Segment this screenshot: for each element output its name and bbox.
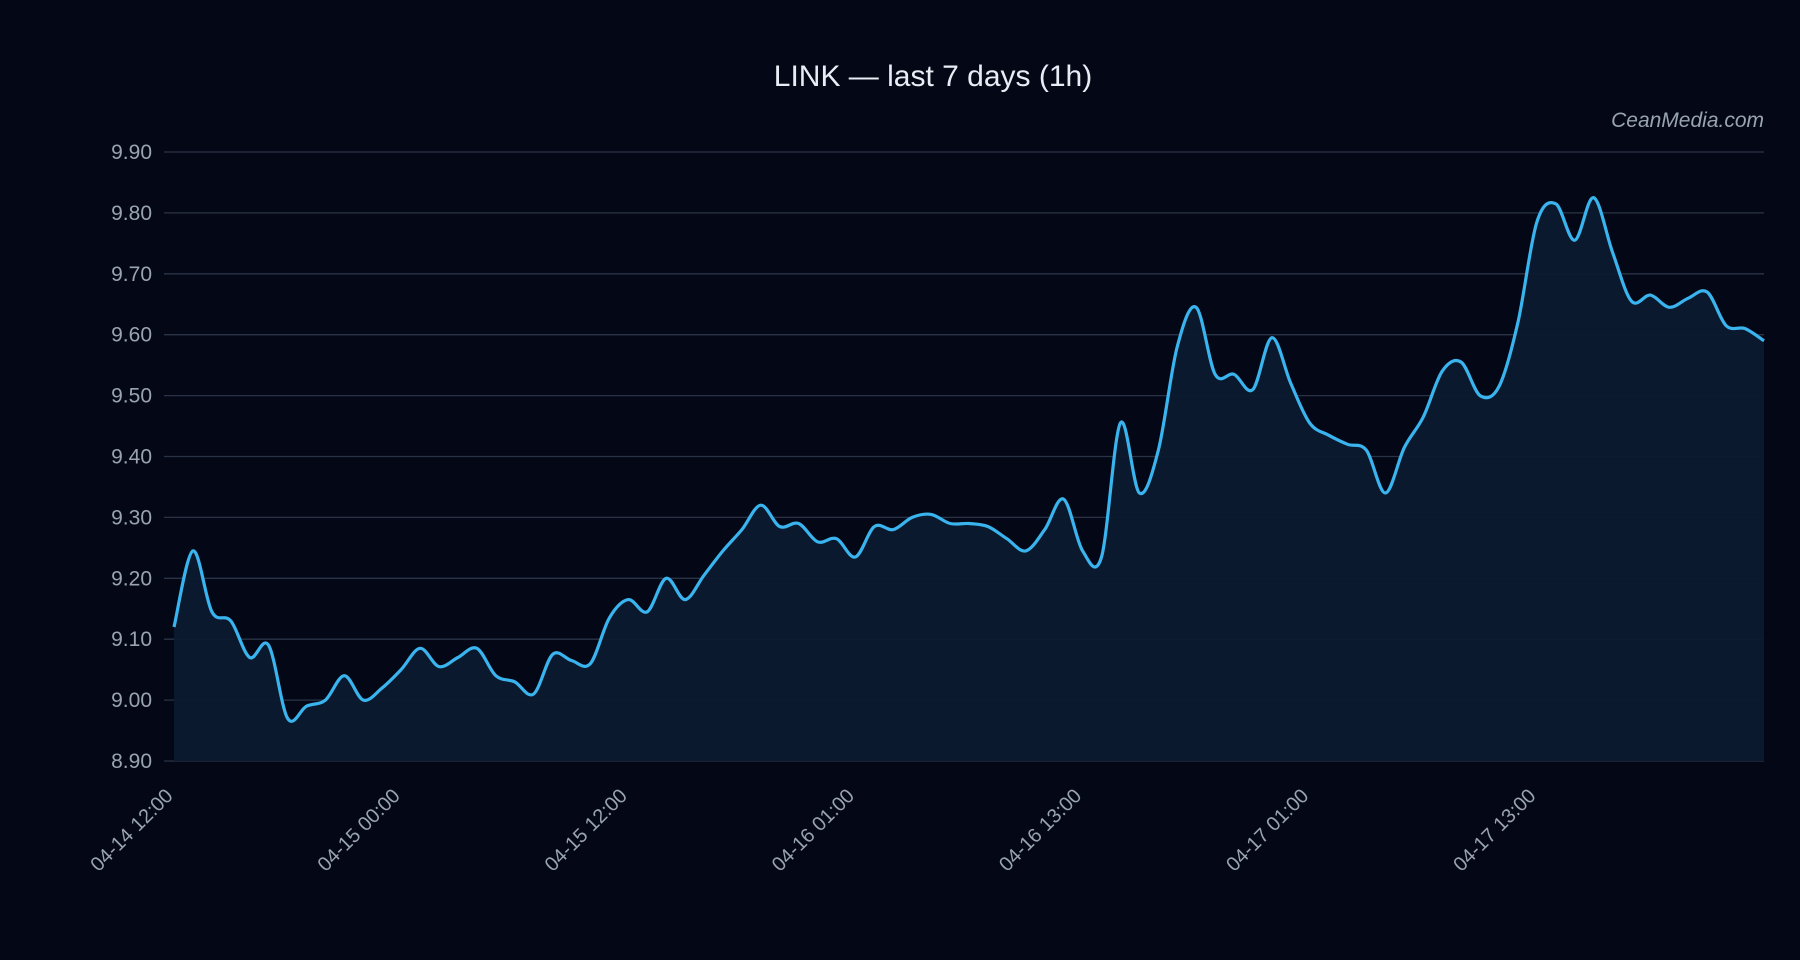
x-tick-label: 04-16 01:00 — [768, 785, 859, 876]
y-tick-label: 9.60 — [111, 324, 152, 347]
x-tick-label: 04-15 00:00 — [314, 785, 405, 876]
y-tick-label: 9.50 — [111, 385, 152, 408]
x-tick-label: 04-16 13:00 — [995, 785, 1086, 876]
price-line — [172, 196, 1765, 723]
watermark: CeanMedia.com — [1611, 109, 1764, 132]
y-tick-label: 9.10 — [111, 628, 152, 651]
y-tick-label: 9.80 — [111, 202, 152, 225]
y-tick-label: 9.00 — [111, 689, 152, 712]
y-tick-label: 9.20 — [111, 567, 152, 590]
price-area-fill — [174, 197, 1764, 761]
x-tick-label: 04-15 12:00 — [541, 785, 632, 876]
y-tick-label: 8.90 — [111, 750, 152, 773]
y-tick-label: 9.30 — [111, 506, 152, 529]
chart-title: LINK — last 7 days (1h) — [774, 60, 1092, 93]
y-tick-label: 9.70 — [111, 263, 152, 286]
y-tick-label: 9.40 — [111, 446, 152, 469]
x-axis-ticks: 04-14 12:00 04-15 00:00 04-15 12:00 04-16 0… — [86, 785, 1540, 876]
y-axis-ticks: 9.90 9.80 9.70 9.60 9.50 9.40 9.30 9.20 9.10 9.00… — [111, 141, 152, 773]
x-tick-label: 04-14 12:00 — [86, 785, 177, 876]
x-tick-label: 04-17 01:00 — [1222, 785, 1313, 876]
x-tick-label: 04-17 13:00 — [1449, 785, 1540, 876]
y-tick-label: 9.90 — [111, 141, 152, 164]
